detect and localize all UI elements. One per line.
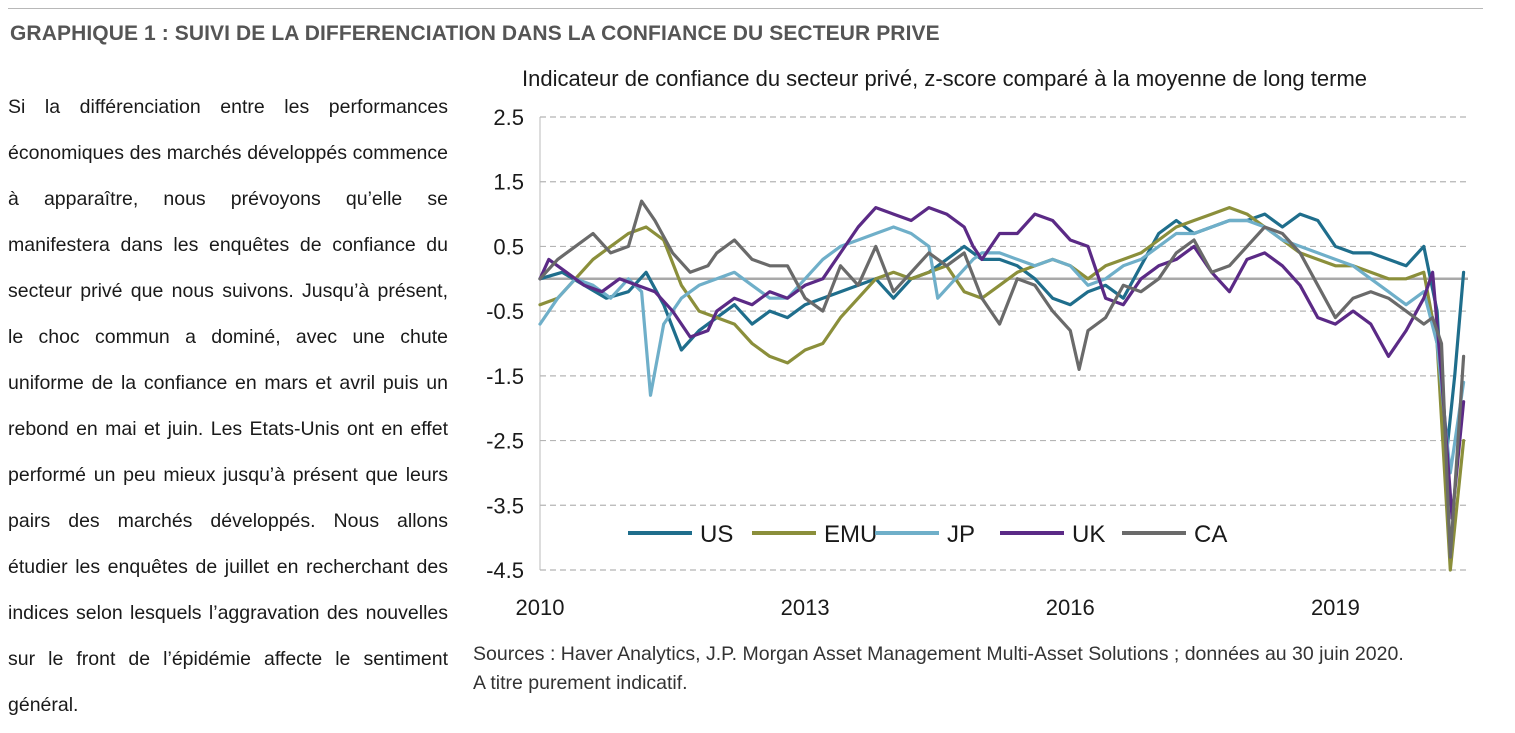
series-line-jp	[538, 218, 1466, 475]
series-line-ca	[538, 199, 1466, 559]
x-tick-label: 2019	[1311, 595, 1360, 620]
chart-title: Indicateur de confiance du secteur privé…	[522, 66, 1368, 91]
sources-note: Sources : Haver Analytics, J.P. Morgan A…	[473, 640, 1404, 698]
section-title: GRAPHIQUE 1 : SUIVI DE LA DIFFERENCIATIO…	[10, 22, 940, 45]
series-line-emu	[538, 206, 1466, 572]
legend-label-ca: CA	[1194, 521, 1227, 548]
series-line-uk	[538, 206, 1466, 520]
line-chart: 2.51.50.5-0.5-1.5-2.5-3.5-4.5 2010 2013 20…	[486, 105, 1468, 620]
y-tick-label: -3.5	[486, 493, 524, 518]
legend: US EMU JP UK CA	[628, 521, 1227, 548]
series-lines	[538, 199, 1466, 572]
y-tick-label: -0.5	[486, 299, 524, 324]
disclaimer-line: A titre purement indicatif.	[473, 672, 688, 694]
y-tick-label: 0.5	[493, 234, 524, 259]
y-axis-ticks: 2.5 1.5 0.5 -0.5 -1.5 -2.5 -3.5 -4.5	[486, 105, 524, 583]
top-rule	[8, 8, 1483, 9]
y-tick-label: 2.5	[493, 105, 524, 130]
y-tick-label: -4.5	[486, 558, 524, 583]
legend-label-us: US	[700, 521, 733, 548]
x-tick-label: 2010	[516, 595, 565, 620]
x-axis-ticks: 2010 2013 2016 2019	[516, 595, 1360, 620]
x-tick-label: 2013	[781, 595, 830, 620]
body-paragraph: Si la différenciation entre les performa…	[8, 96, 448, 716]
y-tick-label: -2.5	[486, 429, 524, 454]
series-line-us	[538, 212, 1466, 462]
legend-label-emu: EMU	[824, 521, 877, 548]
legend-label-jp: JP	[947, 521, 975, 548]
sources-line: Sources : Haver Analytics, J.P. Morgan A…	[473, 643, 1404, 665]
legend-label-uk: UK	[1072, 521, 1105, 548]
y-tick-label: -1.5	[486, 364, 524, 389]
y-tick-label: 1.5	[493, 170, 524, 195]
x-tick-label: 2016	[1046, 595, 1095, 620]
